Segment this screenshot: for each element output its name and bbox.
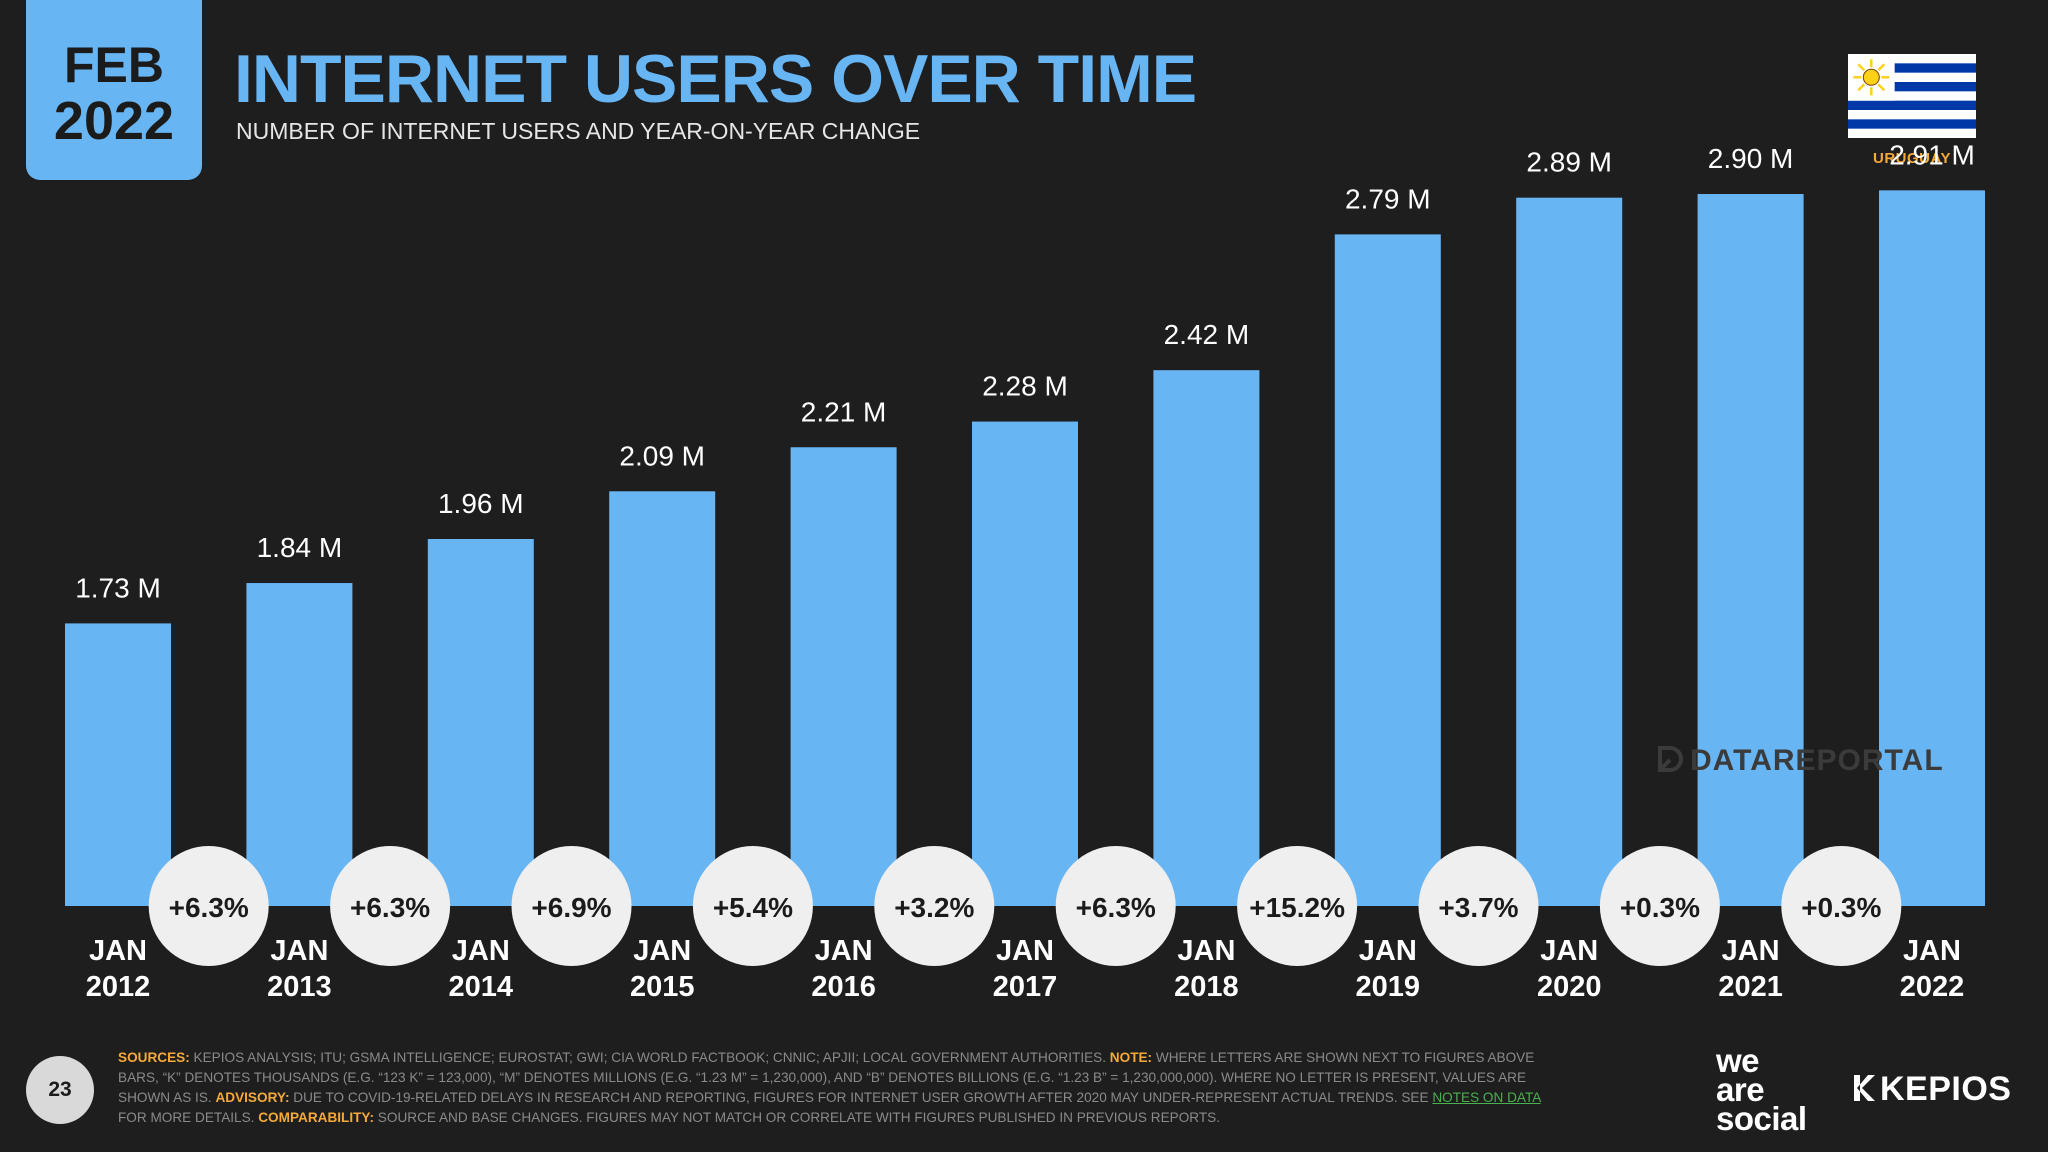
bar-value-label: 2.90 M <box>1708 143 1794 174</box>
date-badge: FEB 2022 <box>26 0 202 180</box>
bar-2017 <box>972 421 1078 906</box>
category-label-month: JAN <box>1177 935 1235 967</box>
bar-value-label: 2.79 M <box>1345 183 1431 214</box>
bar-2022 <box>1879 190 1985 907</box>
footnote: SOURCES: KEPIOS ANALYSIS; ITU; GSMA INTE… <box>118 1048 1558 1128</box>
yoy-change-bubble <box>1237 846 1358 966</box>
category-label-month: JAN <box>452 935 510 967</box>
kepios-logo-text: KEPIOS <box>1880 1070 2012 1108</box>
yoy-change-bubble <box>1418 846 1539 966</box>
category-label-year: 2020 <box>1537 971 1602 1003</box>
sources-label: SOURCES: <box>118 1050 190 1065</box>
bar-2016 <box>790 447 897 906</box>
after-link-text: FOR MORE DETAILS. <box>118 1110 259 1125</box>
category-label-month: JAN <box>996 935 1054 967</box>
category-label-year: 2017 <box>993 971 1058 1003</box>
bar-2014 <box>427 539 534 906</box>
bar-value-label: 1.84 M <box>257 532 343 563</box>
yoy-change-label: +6.9% <box>531 892 611 923</box>
category-label-year: 2014 <box>449 971 514 1003</box>
note-label: NOTE: <box>1109 1050 1153 1065</box>
yoy-change-label: +5.4% <box>713 892 793 923</box>
yoy-change-label: +0.3% <box>1620 892 1700 923</box>
yoy-change-bubble <box>511 846 632 966</box>
bar-2015 <box>609 491 716 906</box>
bar-value-label: 2.89 M <box>1526 147 1612 178</box>
datareportal-logo-icon <box>1656 744 1686 774</box>
yoy-change-bubble <box>1599 846 1720 966</box>
bar-value-label: 1.96 M <box>438 488 524 519</box>
yoy-change-label: +15.2% <box>1249 892 1345 923</box>
yoy-change-label: +6.3% <box>169 892 249 923</box>
country-label: URUGUAY <box>1873 150 1951 167</box>
advisory-text: DUE TO COVID-19-RELATED DELAYS IN RESEAR… <box>289 1090 1433 1105</box>
yoy-change-bubble <box>1055 846 1176 966</box>
category-label-month: JAN <box>1359 935 1417 967</box>
bar-value-label: 2.09 M <box>619 440 705 471</box>
page-number: 23 <box>26 1056 94 1124</box>
category-label-year: 2012 <box>86 971 151 1003</box>
category-label-month: JAN <box>1903 935 1961 967</box>
category-label-month: JAN <box>1540 935 1598 967</box>
was-logo-line-3: social <box>1716 1100 1807 1137</box>
page-subtitle: NUMBER OF INTERNET USERS AND YEAR-ON-YEA… <box>236 118 921 144</box>
datareportal-watermark: DATAREPORTAL <box>1656 744 1944 778</box>
bar-2021 <box>1697 194 1804 906</box>
comparability-text: SOURCE AND BASE CHANGES. FIGURES MAY NOT… <box>374 1110 1220 1125</box>
category-label-year: 2022 <box>1900 971 1965 1003</box>
category-label-year: 2015 <box>630 971 695 1003</box>
category-label-month: JAN <box>89 935 147 967</box>
yoy-change-bubble <box>692 846 813 966</box>
bar-2013 <box>246 583 353 906</box>
sources-text: KEPIOS ANALYSIS; ITU; GSMA INTELLIGENCE;… <box>189 1050 1110 1065</box>
yoy-change-bubble <box>1781 846 1902 966</box>
yoy-change-label: +3.7% <box>1438 892 1518 923</box>
uruguay-flag-icon <box>1848 54 1976 138</box>
was-logo-line-2: are <box>1716 1071 1765 1108</box>
date-badge-year: 2022 <box>53 91 175 151</box>
yoy-change-bubble <box>330 846 451 966</box>
category-label-month: JAN <box>270 935 328 967</box>
bar-2018 <box>1153 370 1260 906</box>
yoy-change-label: +6.3% <box>1076 892 1156 923</box>
advisory-label: ADVISORY: <box>215 1090 290 1105</box>
bar-value-label: 2.91 M <box>1889 139 1975 170</box>
bar-value-label: 2.28 M <box>982 371 1068 402</box>
kepios-k-icon <box>1852 1073 1878 1103</box>
bar-value-label: 2.21 M <box>801 396 887 427</box>
yoy-change-label: +6.3% <box>350 892 430 923</box>
yoy-change-label: +3.2% <box>894 892 974 923</box>
bar-value-label: 1.73 M <box>75 572 161 603</box>
watermark-text: DATAREPORTAL <box>1690 744 1944 777</box>
bar-2012 <box>65 623 171 906</box>
yoy-change-bubble <box>148 846 269 966</box>
notes-on-data-link[interactable]: NOTES ON DATA <box>1432 1090 1541 1105</box>
category-label-year: 2013 <box>267 971 332 1003</box>
date-badge-month: FEB <box>64 37 164 93</box>
category-label-year: 2019 <box>1356 971 1421 1003</box>
category-label-year: 2021 <box>1718 971 1783 1003</box>
yoy-change-bubble <box>874 846 995 966</box>
bar-value-label: 2.42 M <box>1164 319 1250 350</box>
we-are-social-logo: we are social <box>1716 1042 1807 1137</box>
category-label-year: 2018 <box>1174 971 1239 1003</box>
comparability-label: COMPARABILITY: <box>258 1110 375 1125</box>
bar-2020 <box>1516 197 1623 906</box>
page-title: INTERNET USERS OVER TIME <box>234 41 1197 117</box>
note-text: WHERE LETTERS ARE SHOWN NEXT TO FIGURES … <box>118 1050 1535 1105</box>
category-label-month: JAN <box>815 935 873 967</box>
bar-2019 <box>1334 234 1441 906</box>
category-label-month: JAN <box>633 935 691 967</box>
category-label-year: 2016 <box>811 971 876 1003</box>
was-logo-line-1: we <box>1716 1042 1760 1079</box>
yoy-change-label: +0.3% <box>1801 892 1881 923</box>
kepios-logo: KEPIOS <box>1852 1070 2011 1109</box>
category-label-month: JAN <box>1722 935 1780 967</box>
